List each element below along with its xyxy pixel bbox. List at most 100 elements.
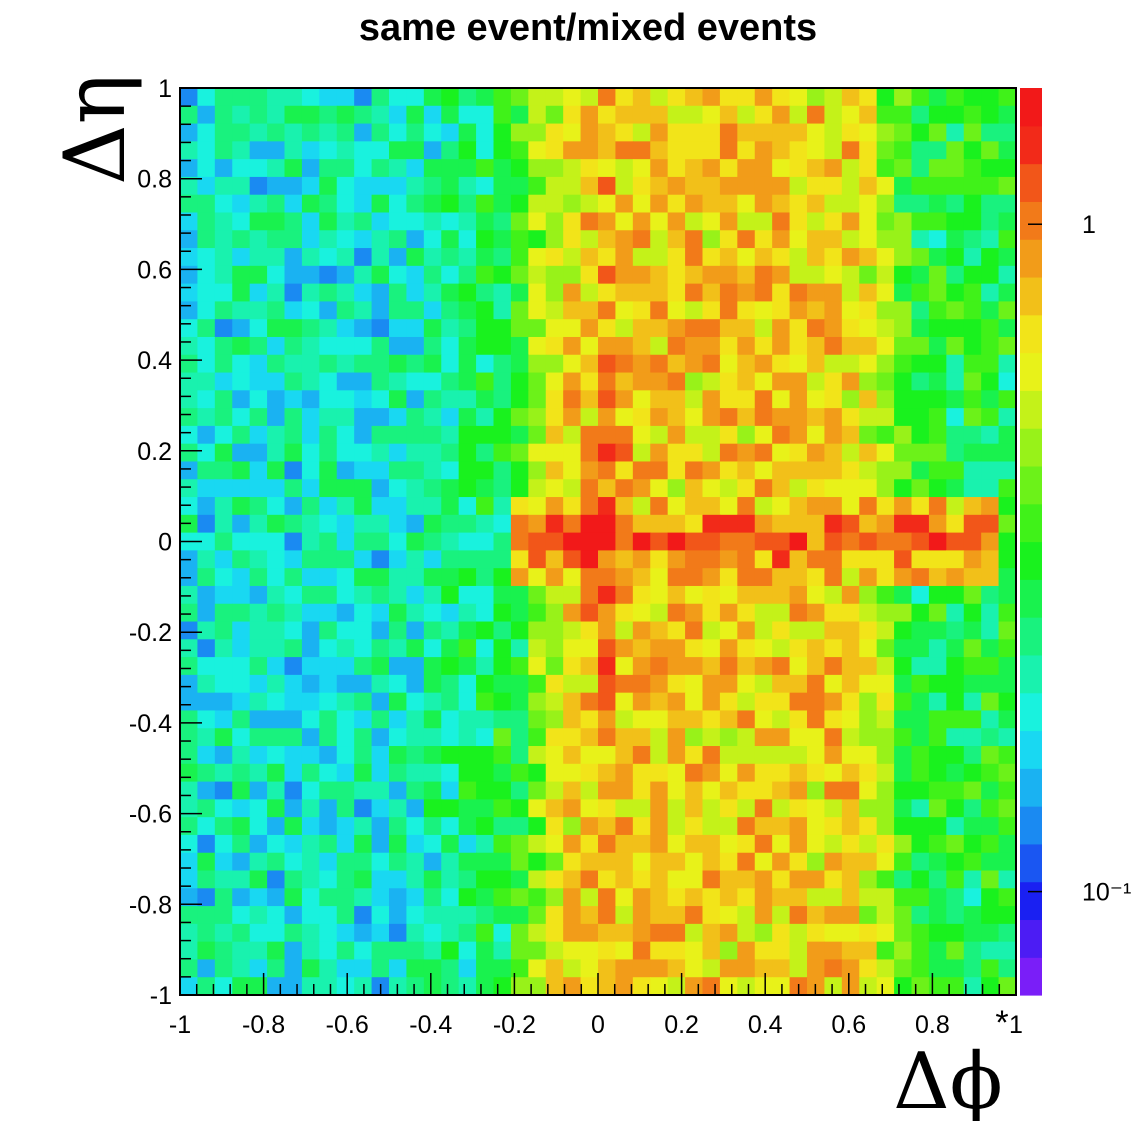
heatmap-cell bbox=[737, 159, 756, 178]
heatmap-cell bbox=[406, 923, 425, 943]
colorbar-band bbox=[1020, 843, 1042, 883]
heatmap-cell bbox=[911, 621, 930, 640]
heatmap-cell bbox=[510, 710, 529, 729]
heatmap-cell bbox=[493, 834, 512, 854]
heatmap-cell bbox=[772, 159, 791, 178]
heatmap-cell bbox=[719, 336, 738, 356]
heatmap-cell bbox=[563, 319, 582, 338]
heatmap-cell bbox=[807, 906, 826, 925]
heatmap-cell bbox=[510, 977, 529, 996]
heatmap-cell bbox=[685, 621, 704, 640]
heatmap-cell bbox=[389, 763, 408, 783]
heatmap-cell bbox=[876, 372, 895, 391]
heatmap-cell bbox=[336, 88, 355, 107]
heatmap-cell bbox=[354, 746, 373, 765]
heatmap-cell bbox=[528, 248, 547, 267]
heatmap-cell bbox=[458, 212, 477, 231]
heatmap-cell bbox=[493, 710, 512, 729]
heatmap-cell bbox=[772, 105, 791, 125]
heatmap-cell bbox=[598, 105, 617, 125]
x-tick-label: 0.6 bbox=[831, 1011, 866, 1039]
heatmap-cell bbox=[824, 692, 843, 712]
heatmap-cell bbox=[824, 728, 843, 747]
heatmap-cell bbox=[824, 657, 843, 676]
heatmap-cell bbox=[476, 834, 495, 854]
heatmap-cell bbox=[249, 425, 268, 445]
heatmap-cell bbox=[894, 390, 913, 409]
heatmap-cell bbox=[389, 159, 408, 178]
heatmap-cell bbox=[476, 461, 495, 480]
heatmap-cell bbox=[336, 906, 355, 925]
heatmap-cell bbox=[267, 746, 286, 765]
heatmap-cell bbox=[911, 212, 930, 231]
heatmap-cell bbox=[423, 603, 442, 623]
heatmap-cell bbox=[458, 248, 477, 267]
heatmap-cell bbox=[493, 657, 512, 676]
heatmap-cell bbox=[423, 283, 442, 303]
heatmap-cell bbox=[772, 621, 791, 640]
heatmap-cell bbox=[737, 283, 756, 303]
heatmap-cell bbox=[580, 870, 599, 889]
heatmap-cell bbox=[389, 248, 408, 267]
heatmap-cell bbox=[476, 710, 495, 729]
heatmap-cell bbox=[824, 390, 843, 409]
heatmap-cell bbox=[702, 639, 721, 658]
heatmap-cell bbox=[598, 159, 617, 178]
heatmap-cell bbox=[737, 194, 756, 214]
heatmap-cell bbox=[650, 817, 669, 836]
heatmap-cell bbox=[336, 497, 355, 516]
heatmap-cell bbox=[772, 390, 791, 409]
heatmap-cell bbox=[841, 479, 860, 498]
heatmap-cell bbox=[824, 336, 843, 356]
heatmap-cell bbox=[284, 265, 303, 285]
heatmap-cell bbox=[998, 941, 1017, 961]
heatmap-cell bbox=[981, 657, 1000, 676]
heatmap-cell bbox=[214, 923, 233, 943]
heatmap-cell bbox=[214, 746, 233, 765]
heatmap-cell bbox=[371, 728, 390, 747]
heatmap-cell bbox=[876, 923, 895, 943]
heatmap-cell bbox=[998, 568, 1017, 587]
heatmap-cell bbox=[197, 923, 216, 943]
heatmap-cell bbox=[580, 834, 599, 854]
heatmap-cell bbox=[267, 657, 286, 676]
heatmap-cell bbox=[963, 212, 982, 231]
heatmap-cell bbox=[197, 105, 216, 125]
heatmap-cell bbox=[423, 692, 442, 712]
heatmap-cell bbox=[685, 336, 704, 356]
heatmap-cell bbox=[807, 301, 826, 320]
heatmap-cell bbox=[807, 194, 826, 214]
heatmap-cell bbox=[963, 230, 982, 249]
heatmap-cell bbox=[632, 425, 651, 445]
heatmap-cell bbox=[841, 585, 860, 605]
heatmap-cell bbox=[685, 870, 704, 889]
heatmap-cell bbox=[650, 781, 669, 800]
heatmap-cell bbox=[476, 568, 495, 587]
heatmap-cell bbox=[702, 763, 721, 783]
heatmap-cell bbox=[284, 319, 303, 338]
heatmap-cell bbox=[336, 621, 355, 640]
heatmap-cell bbox=[528, 461, 547, 480]
heatmap-cell bbox=[319, 283, 338, 303]
heatmap-cell bbox=[789, 283, 808, 303]
heatmap-cell bbox=[371, 497, 390, 516]
heatmap-cell bbox=[911, 657, 930, 676]
heatmap-cell bbox=[301, 354, 320, 374]
heatmap-cell bbox=[371, 319, 390, 338]
heatmap-cell bbox=[719, 746, 738, 765]
heatmap-cell bbox=[423, 746, 442, 765]
heatmap-cell bbox=[737, 354, 756, 374]
heatmap-cell bbox=[214, 497, 233, 516]
heatmap-cell bbox=[232, 621, 251, 640]
heatmap-cell bbox=[911, 746, 930, 765]
heatmap-cell bbox=[493, 799, 512, 818]
heatmap-cell bbox=[441, 639, 460, 658]
heatmap-cell bbox=[876, 319, 895, 338]
heatmap-cell bbox=[928, 852, 947, 872]
heatmap-cell bbox=[650, 906, 669, 925]
heatmap-cell bbox=[998, 852, 1017, 872]
heatmap-cell bbox=[824, 248, 843, 267]
heatmap-cell bbox=[807, 746, 826, 765]
heatmap-cell bbox=[824, 514, 843, 534]
heatmap-cell bbox=[458, 461, 477, 480]
